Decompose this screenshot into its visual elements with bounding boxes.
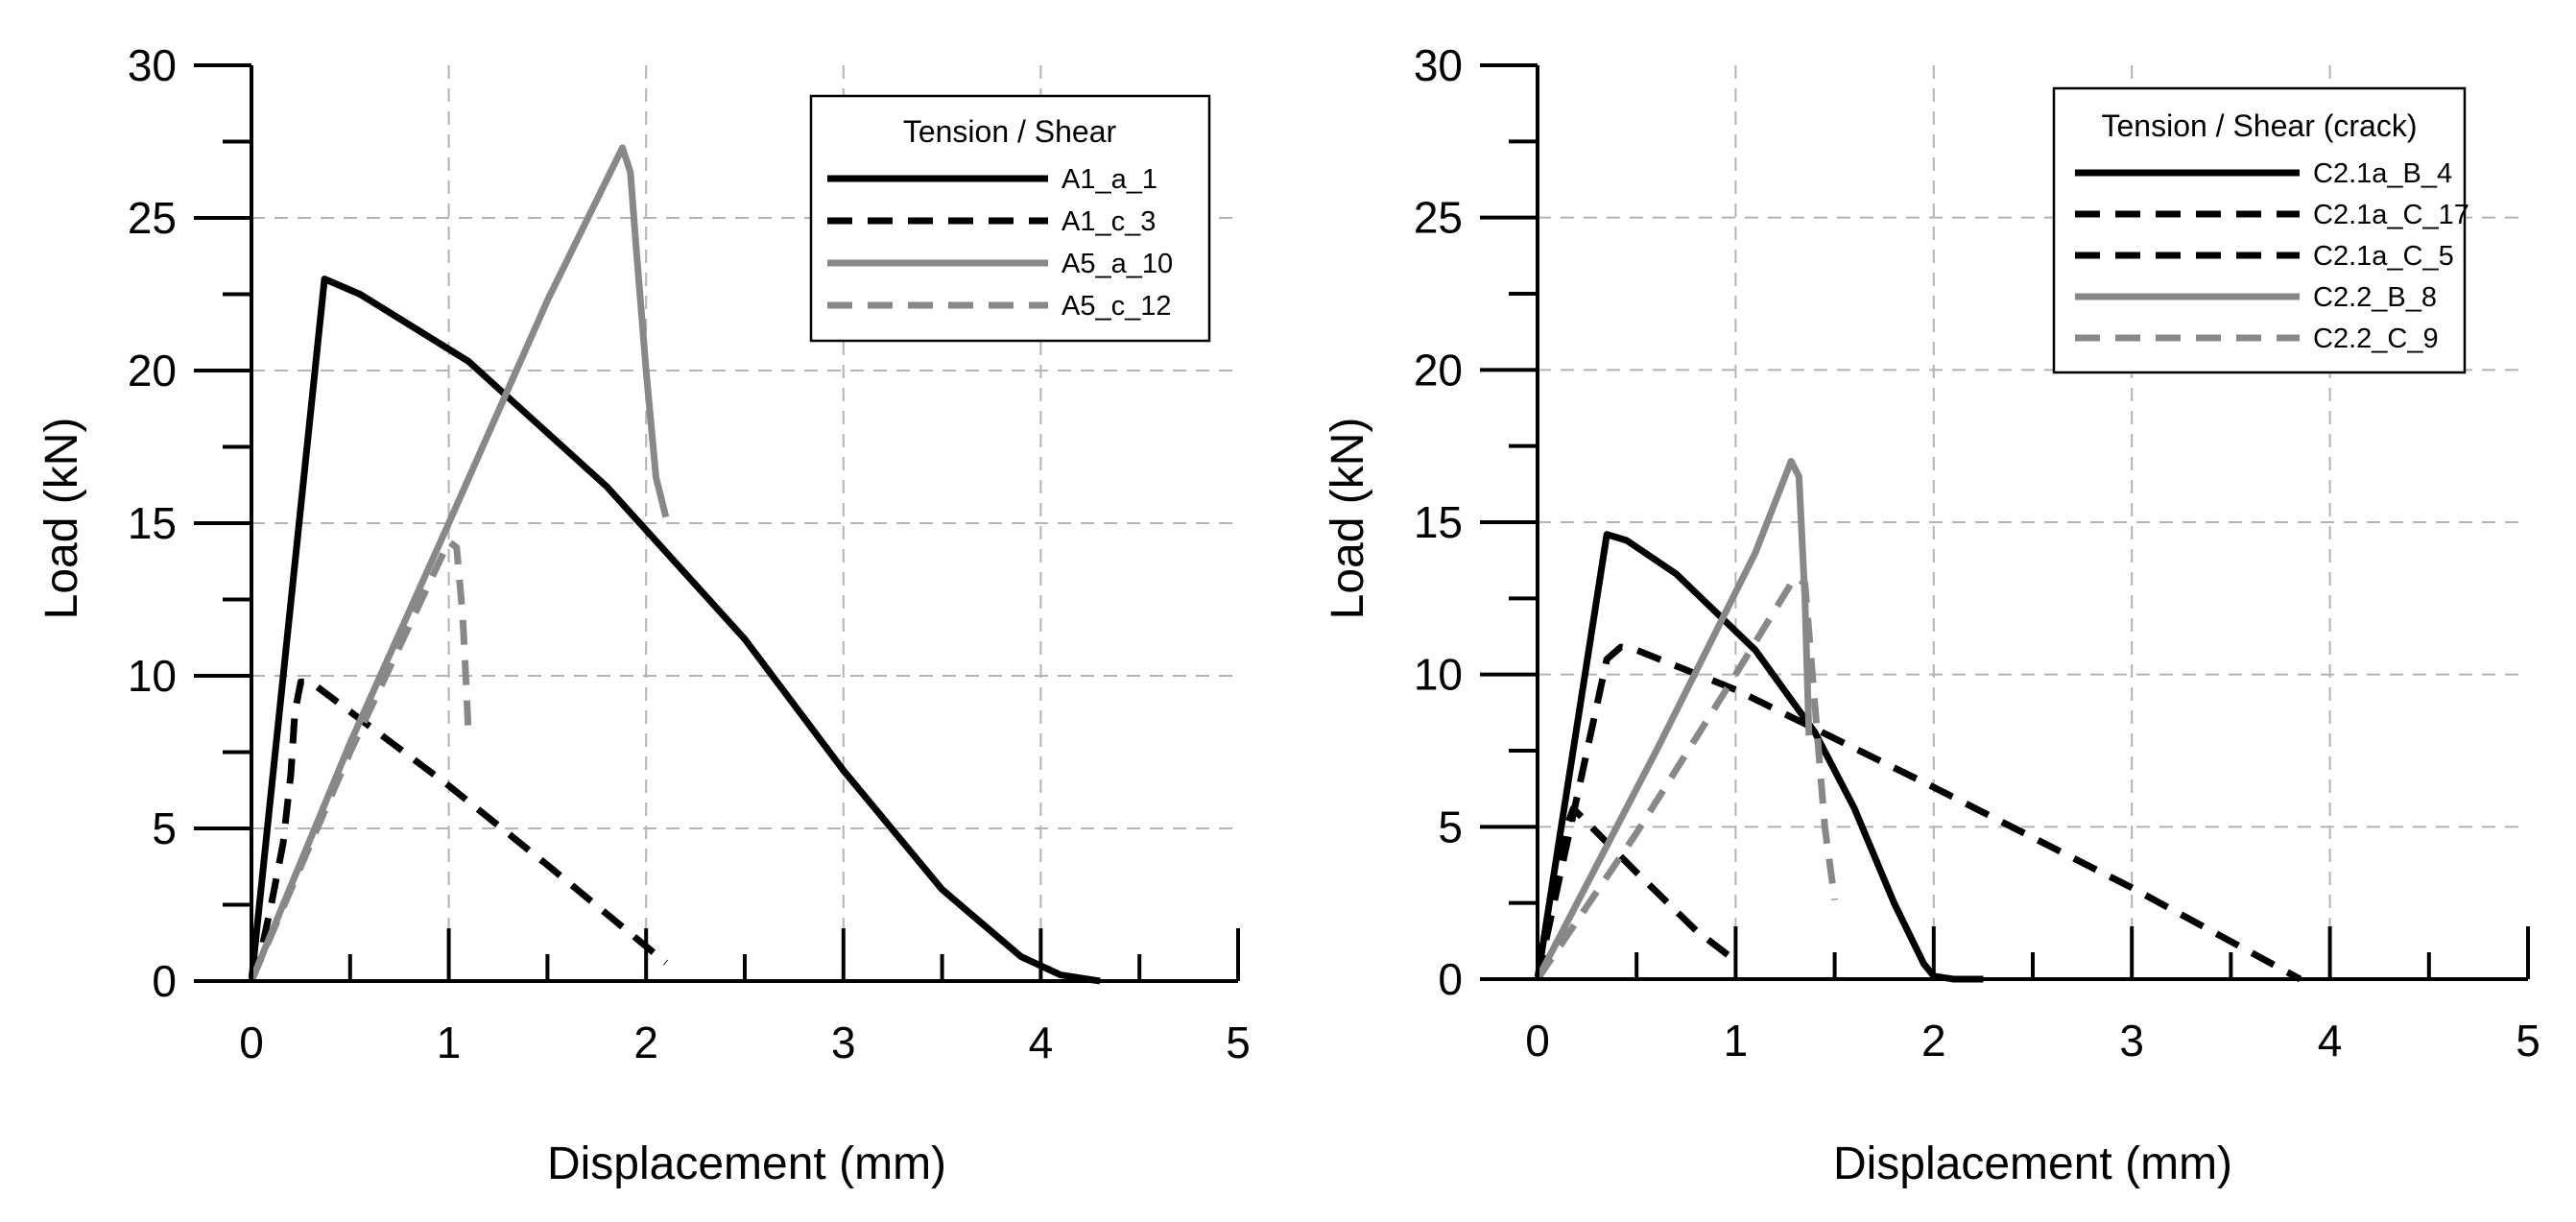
left-axes [194, 63, 1240, 983]
left-series-A5_c_12 [248, 538, 472, 983]
left-y-tick-label: 30 [128, 40, 177, 90]
left-y-tick-label: 25 [128, 193, 177, 243]
right-y-tick-label: 15 [1414, 497, 1463, 547]
left-x-tick-label: 0 [239, 1018, 264, 1067]
left-x-tick-label: 2 [633, 1018, 658, 1067]
right-legend: Tension / Shear (crack) C2.1a_B_4 C2.1a_C… [2052, 86, 2469, 374]
left-legend-label-A5_a_10: A5_a_10 [1061, 249, 1173, 279]
right-x-tick-label: 2 [1921, 1016, 1946, 1066]
right-x-axis-label: Displacement (mm) [1833, 1138, 2232, 1189]
right-legend-label-C2.1a_C_5: C2.1a_C_5 [2313, 241, 2454, 272]
left-y-tick-label: 0 [152, 956, 177, 1006]
right-legend-title: Tension / Shear (crack) [2101, 108, 2417, 143]
right-x-tick-label: 1 [1724, 1016, 1749, 1066]
left-series-A5_a_10 [248, 144, 670, 983]
right-series-C2.2_C_9 [1535, 573, 1839, 981]
right-series-C2.1a_C_5 [1534, 804, 1738, 980]
left-legend-label-A1_c_3: A1_c_3 [1061, 206, 1156, 237]
left-series-A1_c_3 [248, 678, 669, 983]
right-y-tick-label: 5 [1438, 802, 1463, 851]
right-y-tick-label: 30 [1414, 40, 1463, 90]
left-legend-label-A1_a_1: A1_a_1 [1061, 164, 1157, 195]
right-series [1534, 458, 2302, 983]
right-legend-label-C2.2_C_9: C2.2_C_9 [2313, 323, 2439, 354]
left-y-tick-label: 20 [128, 346, 177, 395]
right-y-tick-label: 25 [1414, 193, 1463, 243]
right-x-tick-label: 4 [2318, 1016, 2343, 1066]
right-legend-label-C2.2_B_8: C2.2_B_8 [2313, 282, 2437, 313]
left-x-tick-label: 4 [1029, 1018, 1054, 1067]
left-tick-labels: 0 5 10 15 20 25 30 0 1 2 3 4 5 [128, 40, 1251, 1067]
left-x-tick-label: 5 [1226, 1018, 1251, 1067]
left-legend-label-A5_c_12: A5_c_12 [1061, 291, 1172, 322]
left-legend-title: Tension / Shear [903, 114, 1117, 149]
right-chart-panel: 0 5 10 15 20 25 30 0 1 2 3 4 5 Displacement (mm) Loa… [1323, 40, 2540, 1189]
right-series-C2.1a_B_4 [1534, 531, 1984, 983]
right-legend-label-C2.1a_C_17: C2.1a_C_17 [2313, 200, 2469, 230]
right-legend-label-C2.1a_B_4: C2.1a_B_4 [2313, 158, 2452, 189]
left-series-A1_a_1 [248, 276, 1101, 985]
right-axes [1480, 63, 2530, 981]
right-y-axis-label: Load (kN) [1323, 418, 1373, 620]
right-legend-box [2052, 86, 2467, 374]
right-y-tick-label: 0 [1438, 954, 1463, 1004]
left-x-tick-label: 1 [437, 1018, 462, 1067]
left-y-tick-label: 10 [128, 651, 177, 701]
right-grid [1538, 65, 2528, 979]
right-tick-labels: 0 5 10 15 20 25 30 0 1 2 3 4 5 [1414, 40, 2540, 1066]
left-y-tick-label: 5 [152, 803, 177, 853]
left-y-axis-label: Load (kN) [36, 418, 87, 620]
right-y-tick-label: 10 [1414, 650, 1463, 700]
left-x-tick-label: 3 [831, 1018, 856, 1067]
left-chart-panel: 0 5 10 15 20 25 30 0 1 2 3 4 5 Displacement (mm) Loa… [36, 40, 1251, 1189]
left-grid [251, 65, 1238, 981]
right-x-tick-label: 3 [2119, 1016, 2144, 1066]
left-y-tick-label: 15 [128, 498, 177, 548]
right-legend-entries: C2.1a_B_4 C2.1a_C_17 C2.1a_C_5 C2.2_B_8 C2.2… [2075, 158, 2469, 354]
right-x-tick-label: 0 [1525, 1016, 1550, 1066]
left-legend: Tension / Shear A1_a_1 A1_c_3 A5_a_10 A5_c_… [809, 94, 1211, 343]
left-x-axis-label: Displacement (mm) [547, 1138, 946, 1189]
left-series [248, 144, 1101, 985]
right-y-tick-label: 20 [1414, 345, 1463, 395]
left-legend-entries: A1_a_1 A1_c_3 A5_a_10 A5_c_12 [827, 164, 1173, 322]
right-x-tick-label: 5 [2516, 1016, 2540, 1066]
